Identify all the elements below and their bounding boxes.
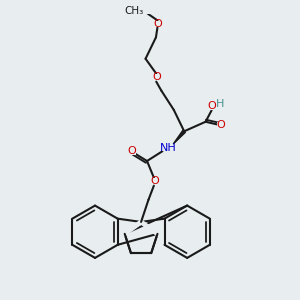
FancyBboxPatch shape [153,21,162,27]
Text: O: O [150,176,159,186]
FancyBboxPatch shape [134,7,151,14]
FancyBboxPatch shape [211,103,221,110]
Polygon shape [173,130,185,144]
Text: O: O [153,19,162,29]
Text: O: O [217,120,225,130]
FancyBboxPatch shape [150,178,159,184]
Text: O: O [152,72,161,82]
FancyBboxPatch shape [128,148,136,155]
FancyBboxPatch shape [162,144,173,151]
FancyBboxPatch shape [153,74,161,80]
FancyBboxPatch shape [217,122,225,129]
Text: O: O [127,146,136,157]
Text: CH₃: CH₃ [125,6,144,16]
Text: H: H [216,99,224,109]
Text: NH: NH [160,142,176,153]
Text: O: O [208,101,217,111]
